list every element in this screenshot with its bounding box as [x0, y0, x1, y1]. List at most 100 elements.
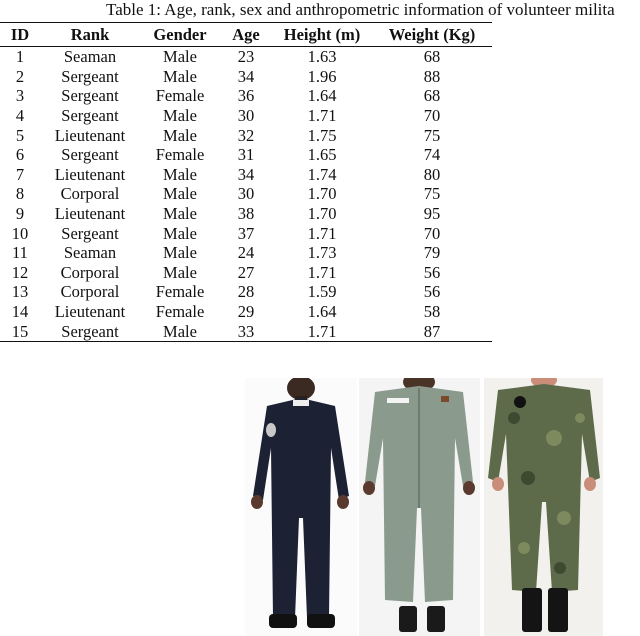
cell-age: 30 [237, 184, 255, 204]
cell-gender: Male [163, 184, 197, 204]
cell-age: 27 [237, 262, 255, 282]
table-row: 15 Sergeant Male 33 1.71 87 [0, 321, 492, 342]
cell-weight: 75 [423, 184, 441, 204]
cell-rank: Corporal [60, 282, 120, 302]
grey-coverall-photo [359, 378, 480, 636]
cell-height: 1.70 [307, 184, 337, 204]
cell-height: 1.71 [307, 106, 337, 126]
column-header-rank: Rank [40, 22, 140, 47]
cell-weight: 75 [423, 125, 441, 145]
camouflage-coverall-photo [484, 378, 603, 636]
camouflage-coverall-figure [488, 378, 600, 632]
cell-gender: Female [155, 145, 205, 165]
cell-weight: 56 [423, 282, 441, 302]
navy-coverall-figure [251, 378, 349, 628]
table-row: 9 Lieutenant Male 38 1.70 95 [0, 204, 492, 224]
table-row: 5 Lieutenant Male 32 1.75 75 [0, 125, 492, 145]
anthropometric-table: ID Rank Gender Age Height (m) Weight (Kg… [0, 22, 492, 342]
cell-gender: Male [163, 47, 197, 67]
cell-weight: 68 [423, 86, 441, 106]
cell-height: 1.64 [307, 302, 337, 322]
cell-height: 1.71 [307, 223, 337, 243]
cell-gender: Male [163, 262, 197, 282]
cell-height: 1.71 [307, 262, 337, 282]
cell-id: 9 [15, 204, 25, 224]
cell-rank: Sergeant [61, 66, 119, 86]
cell-id: 10 [11, 223, 29, 243]
cell-id: 14 [11, 302, 29, 322]
cell-rank: Seaman [63, 243, 117, 263]
cell-id: 3 [15, 86, 25, 106]
cell-rank: Lieutenant [54, 302, 126, 322]
cell-height: 1.96 [307, 66, 337, 86]
cell-age: 24 [237, 243, 255, 263]
cell-height: 1.71 [272, 321, 372, 342]
column-header-weight: Weight (Kg) [372, 22, 492, 47]
cell-height: 1.59 [307, 282, 337, 302]
cell-rank: Seaman [63, 47, 117, 67]
cell-rank: Lieutenant [54, 164, 126, 184]
table-row: 1 Seaman Male 23 1.63 68 [0, 47, 492, 67]
cell-weight: 74 [423, 145, 441, 165]
cell-gender: Female [155, 302, 205, 322]
cell-age: 36 [237, 86, 255, 106]
cell-age: 30 [237, 106, 255, 126]
cell-rank: Lieutenant [54, 204, 126, 224]
cell-gender: Female [155, 86, 205, 106]
table-row: 6 Sergeant Female 31 1.65 74 [0, 145, 492, 165]
column-header-id: ID [0, 22, 40, 47]
cell-id: 15 [0, 321, 40, 342]
cell-age: 31 [237, 145, 255, 165]
cell-weight: 88 [423, 66, 441, 86]
column-header-age: Age [220, 22, 272, 47]
cell-height: 1.70 [307, 204, 337, 224]
cell-weight: 87 [372, 321, 492, 342]
table-row: 12 Corporal Male 27 1.71 56 [0, 263, 492, 283]
cell-id: 7 [15, 164, 25, 184]
table-row: 2 Sergeant Male 34 1.96 88 [0, 67, 492, 87]
table-row: 14 Lieutenant Female 29 1.64 58 [0, 302, 492, 322]
cell-gender: Male [163, 66, 197, 86]
cell-rank: Sergeant [61, 86, 119, 106]
cell-id: 6 [15, 145, 25, 165]
cell-weight: 68 [423, 47, 441, 67]
cell-gender: Male [163, 204, 197, 224]
table-row: 13 Corporal Female 28 1.59 56 [0, 282, 492, 302]
cell-rank: Sergeant [61, 145, 119, 165]
cell-id: 8 [15, 184, 25, 204]
cell-gender: Male [140, 321, 220, 342]
table-row: 3 Sergeant Female 36 1.64 68 [0, 86, 492, 106]
cell-id: 12 [11, 262, 29, 282]
cell-age: 29 [237, 302, 255, 322]
navy-coverall-photo [245, 378, 357, 636]
grey-coverall-figure [363, 378, 475, 632]
cell-weight: 80 [423, 164, 441, 184]
cell-age: 33 [220, 321, 272, 342]
cell-height: 1.73 [307, 243, 337, 263]
cell-id: 4 [15, 106, 25, 126]
cell-id: 13 [11, 282, 29, 302]
cell-weight: 70 [423, 223, 441, 243]
cell-weight: 70 [423, 106, 441, 126]
cell-weight: 79 [423, 243, 441, 263]
table-row: 4 Sergeant Male 30 1.71 70 [0, 106, 492, 126]
cell-gender: Male [163, 243, 197, 263]
cell-gender: Male [163, 164, 197, 184]
cell-rank: Corporal [60, 184, 120, 204]
cell-age: 32 [237, 125, 255, 145]
cell-age: 23 [237, 47, 255, 67]
cell-height: 1.75 [307, 125, 337, 145]
table-row: 8 Corporal Male 30 1.70 75 [0, 184, 492, 204]
cell-rank: Sergeant [40, 321, 140, 342]
cell-height: 1.65 [307, 145, 337, 165]
cell-rank: Lieutenant [54, 125, 126, 145]
column-header-height: Height (m) [272, 22, 372, 47]
table-header-row: ID Rank Gender Age Height (m) Weight (Kg… [0, 22, 492, 47]
cell-height: 1.74 [307, 164, 337, 184]
cell-age: 34 [237, 164, 255, 184]
cell-rank: Corporal [60, 262, 120, 282]
cell-id: 5 [15, 125, 25, 145]
column-header-gender: Gender [140, 22, 220, 47]
cell-weight: 58 [423, 302, 441, 322]
cell-age: 37 [237, 223, 255, 243]
